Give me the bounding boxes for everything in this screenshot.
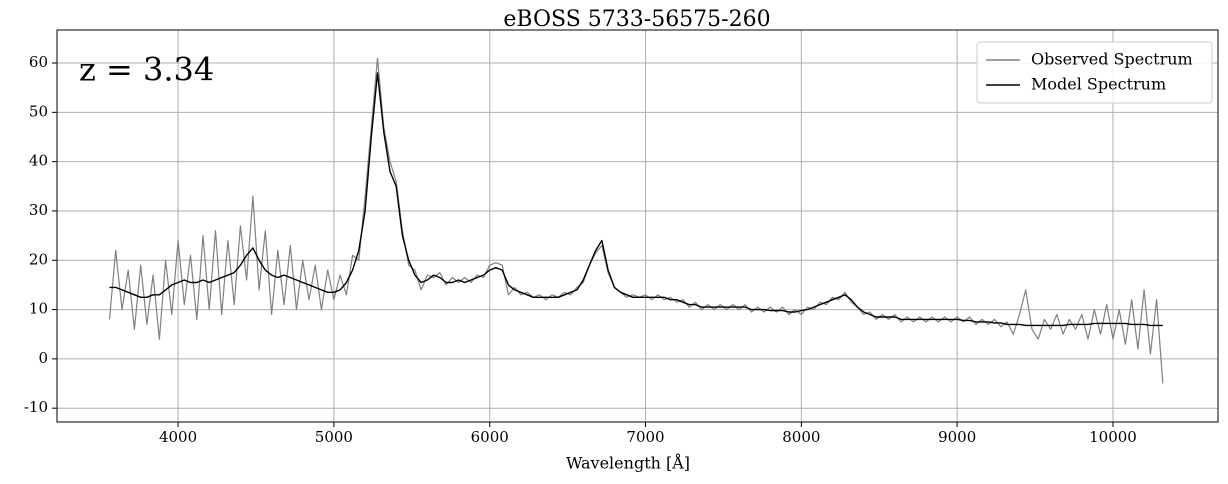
legend-box [976,41,1213,104]
grid [57,30,1218,422]
x-tick-label: 6000 [471,428,509,446]
y-tick-label: 50 [29,102,48,120]
y-tick-label: 30 [29,201,48,219]
legend-label: Model Spectrum [1031,75,1166,94]
y-tick-label: 60 [29,53,48,71]
legend: Observed Spectrum Model Spectrum [976,41,1213,104]
plot-lines [108,57,1164,384]
y-tick-label: 40 [29,152,48,170]
series-line [109,72,1163,327]
y-tick-label: 10 [29,300,48,318]
annotation: z = 3.34 [79,51,214,89]
x-tick-label: 4000 [159,428,197,446]
x-axis-label: Wavelength [Å] [566,453,690,473]
y-tick-label: 20 [29,250,48,268]
x-tick-label: 10000 [1089,428,1137,446]
y-tick-label: -10 [24,398,48,416]
chart-title: eBOSS 5733-56575-260 [503,7,770,32]
x-tick-label: 9000 [938,428,976,446]
legend-label: Observed Spectrum [1031,50,1193,69]
x-tick-label: 5000 [315,428,353,446]
series-line [108,57,1164,384]
plot-frame [56,29,1219,423]
y-tick-label: 0 [38,349,48,367]
x-tick-label: 7000 [626,428,664,446]
x-tick-label: 8000 [782,428,820,446]
